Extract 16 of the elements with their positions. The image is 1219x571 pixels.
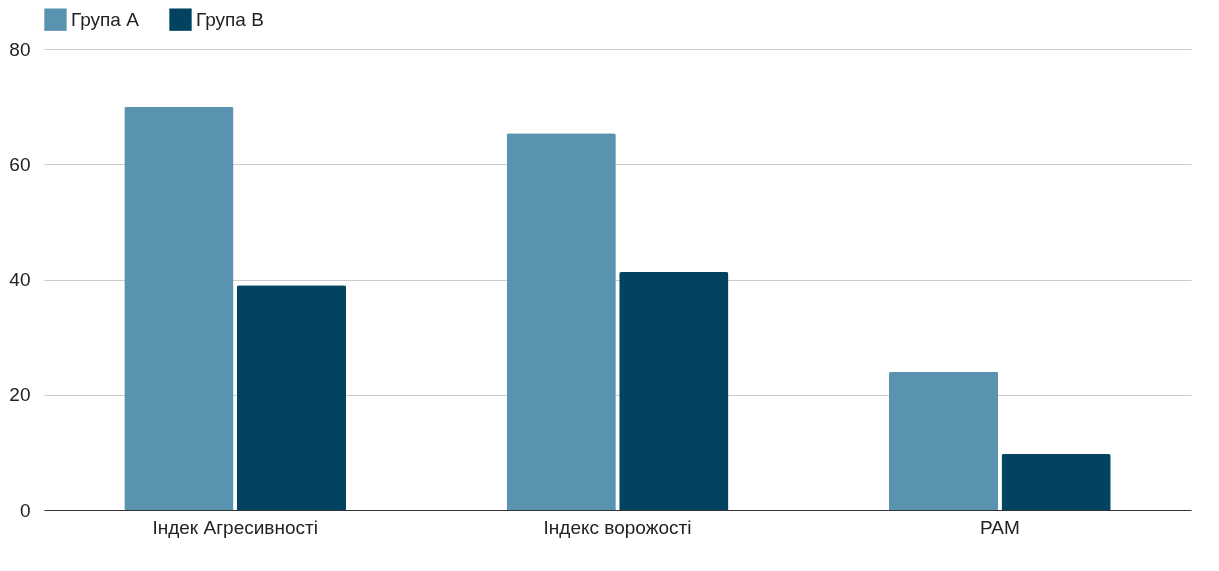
legend-label: Група В xyxy=(196,8,264,30)
bar xyxy=(124,106,234,510)
legend-label: Група А xyxy=(71,8,140,30)
y-tick-label: 80 xyxy=(9,38,31,60)
x-tick-label: Індекс ворожості xyxy=(543,516,692,538)
y-tick-label: 60 xyxy=(9,153,31,175)
y-tick-label: 40 xyxy=(9,269,31,290)
y-tick-label: 0 xyxy=(19,499,31,521)
bar xyxy=(506,133,616,510)
x-tick-label: Індек Агресивності xyxy=(152,516,318,538)
y-tick-label: 20 xyxy=(9,384,31,406)
bar xyxy=(236,285,347,510)
bar xyxy=(888,371,999,510)
x-tick-label: PAM xyxy=(979,516,1020,538)
bar xyxy=(1001,454,1111,510)
bar xyxy=(619,272,729,510)
